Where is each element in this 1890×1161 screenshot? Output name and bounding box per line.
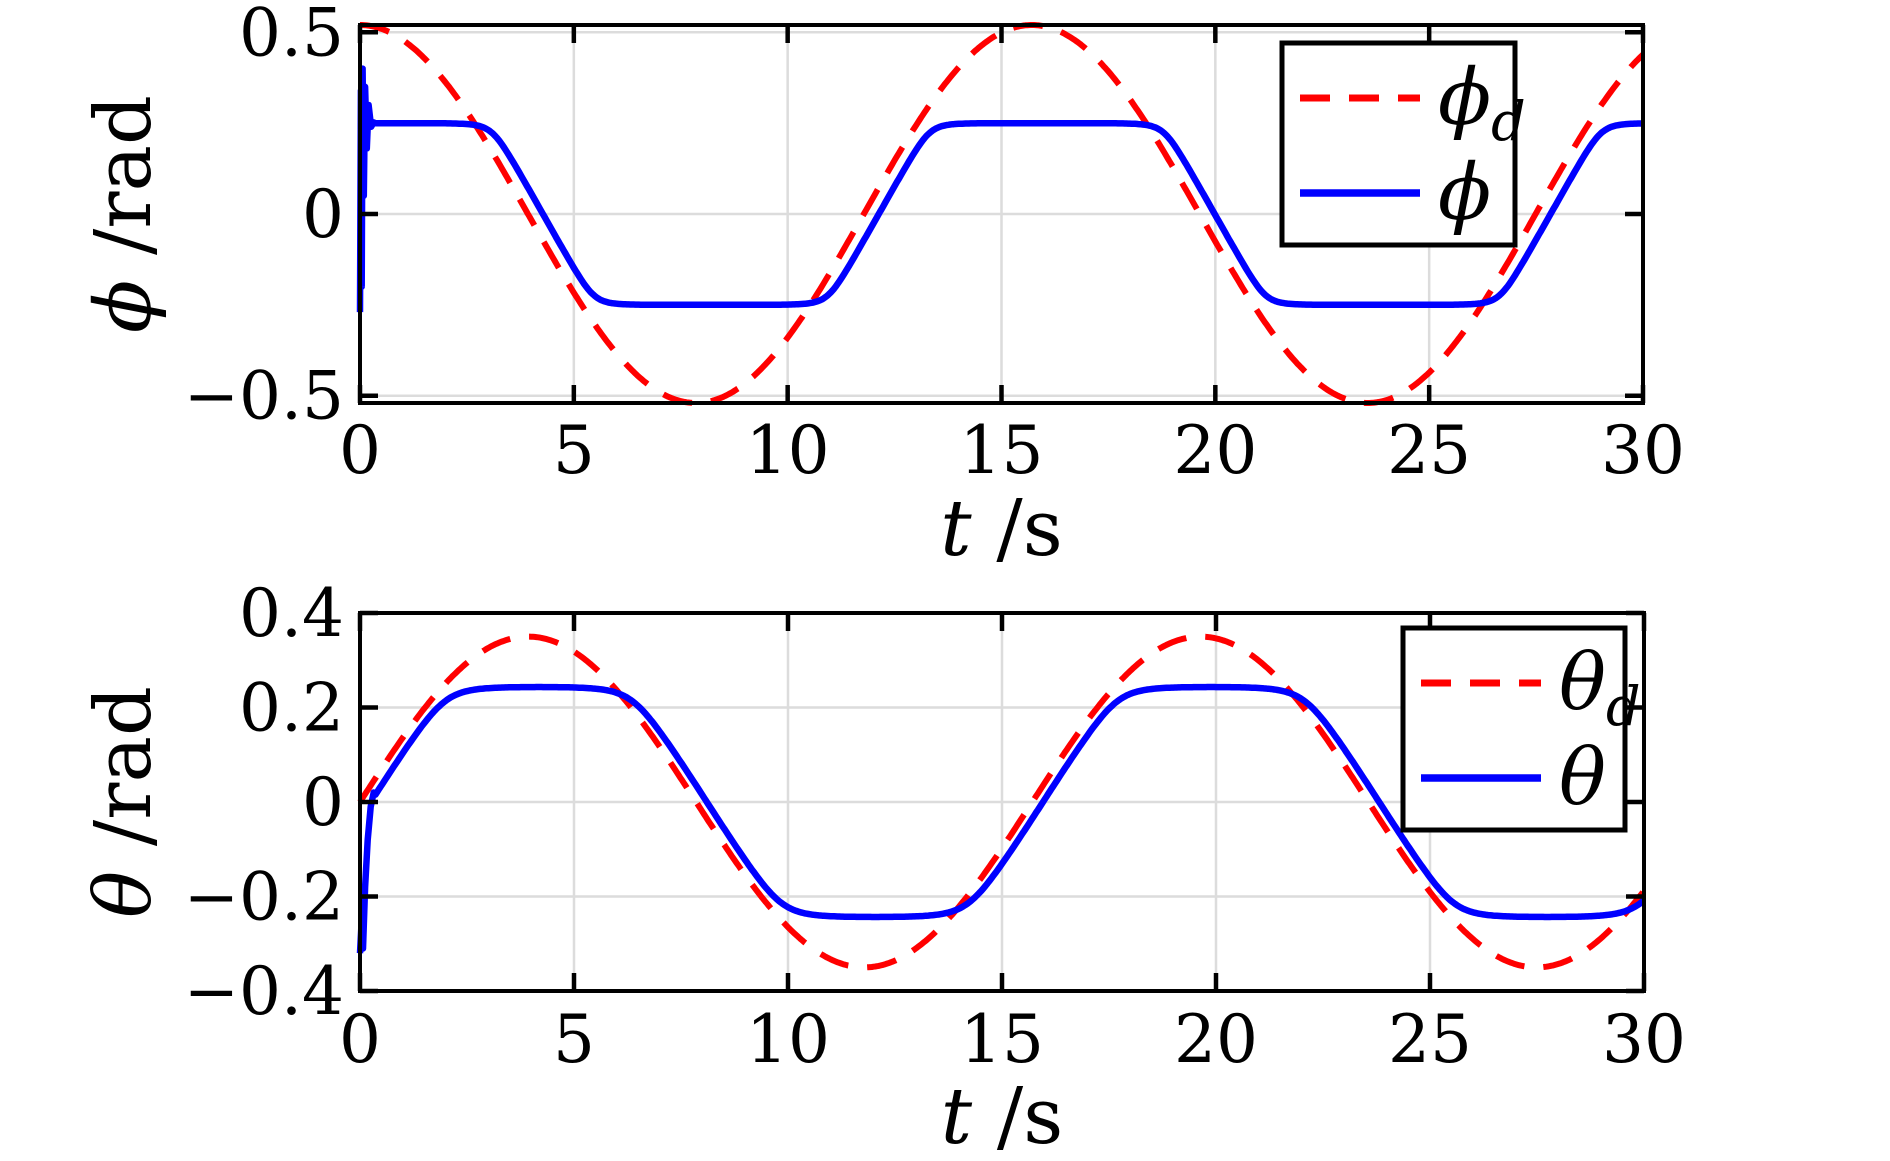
y-tick-label: −0.4: [184, 953, 344, 1030]
series-theta: [356, 683, 1647, 954]
legend-label-phi_d: ϕd: [1438, 53, 1526, 153]
x-tick-label: 30: [1601, 412, 1685, 489]
x-tick-label: 5: [553, 412, 595, 489]
chart-roll: 0 5 10 15 20 25 300.50−0.5t /sϕ /rad ϕdϕ: [79, 0, 1685, 574]
tick-marks: [357, 25, 1646, 403]
legend-label-theta_d: θd: [1559, 638, 1641, 738]
x-tick-label: 20: [1174, 1001, 1258, 1078]
x-tick-label: 0: [339, 1001, 381, 1078]
legend-label-phi: ϕ: [1438, 148, 1491, 238]
series-theta_d: [357, 633, 1647, 971]
legend-label-theta: θ: [1559, 733, 1606, 823]
y-tick-label: −0.5: [184, 358, 344, 435]
x-tick-label: 25: [1388, 1001, 1472, 1078]
x-tick-label: 10: [746, 412, 830, 489]
x-tick-label: 10: [746, 1001, 830, 1078]
x-tick-label: 20: [1173, 412, 1257, 489]
chart-pitch: 0 5 10 15 20 25 30 0.4 0.2 0 −0.2 −0.4 t /s θ /rad θdθ: [79, 575, 1686, 1161]
y-tick-label: 0: [302, 764, 344, 841]
x-axis-label: t /s: [941, 1072, 1063, 1161]
x-tick-label: 25: [1387, 412, 1471, 489]
y-axis-label: ϕ /rad: [79, 95, 169, 333]
series-phi: [356, 65, 1645, 313]
legend: ϕdϕ: [1279, 40, 1526, 248]
x-tick-label: 5: [553, 1001, 595, 1078]
x-axis-label: t /s: [940, 484, 1062, 574]
y-axis-label: θ /rad: [79, 686, 169, 918]
x-tick-label: 15: [960, 1001, 1044, 1078]
tick-marks: [357, 610, 1647, 994]
legend-box: [1400, 625, 1628, 833]
y-tick-label: 0.2: [239, 670, 344, 747]
series-phi_d: [358, 22, 1646, 406]
y-tick-label: 0.4: [239, 575, 344, 652]
legend-box: [1279, 40, 1518, 248]
y-tick-label: 0: [302, 176, 344, 253]
x-tick-label: 15: [960, 412, 1044, 489]
x-tick-label: 0: [339, 412, 381, 489]
y-tick-label: −0.2: [184, 859, 344, 936]
x-tick-label: 30: [1602, 1001, 1686, 1078]
y-tick-label: 0.5: [239, 0, 344, 71]
legend: θdθ: [1400, 625, 1641, 833]
